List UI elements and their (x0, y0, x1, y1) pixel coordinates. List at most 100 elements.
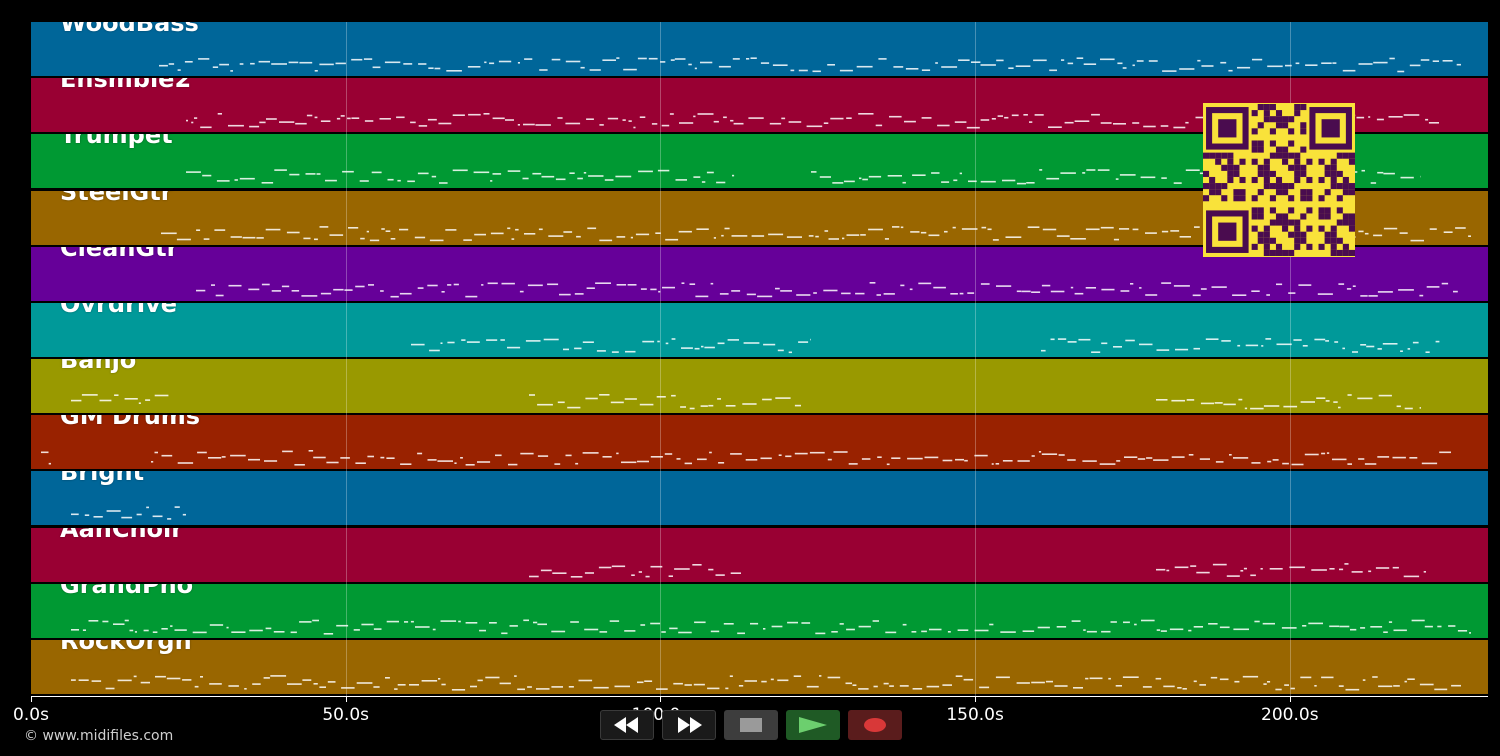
midi-note (580, 66, 585, 69)
midi-note (819, 674, 822, 677)
midi-note (1097, 169, 1110, 172)
record-button[interactable] (848, 710, 902, 740)
midi-note (1289, 566, 1305, 568)
midi-note (409, 683, 419, 686)
midi-note (1145, 293, 1158, 296)
midi-note (731, 289, 741, 292)
midi-note (1304, 453, 1319, 456)
midi-note (1275, 688, 1282, 691)
midi-note (958, 59, 970, 61)
midi-note (610, 401, 624, 404)
midi-note (1377, 172, 1384, 174)
midi-note (624, 398, 637, 400)
midi-note (256, 236, 264, 239)
midi-note (858, 625, 871, 628)
midi-note (1085, 228, 1100, 230)
midi-note (1211, 285, 1227, 288)
midi-note (658, 290, 661, 293)
midi-note (166, 677, 181, 680)
midi-note (1267, 460, 1272, 463)
midi-note (1091, 351, 1101, 353)
midi-note (889, 116, 902, 118)
midi-note (1145, 231, 1157, 234)
midi-note (1468, 234, 1471, 237)
midi-note (689, 407, 695, 410)
midi-note (1334, 341, 1339, 343)
track-aahchoir[interactable]: AahChoir (31, 527, 1488, 583)
midi-note (500, 339, 505, 341)
midi-note (823, 289, 838, 291)
midi-note (971, 61, 981, 63)
midi-note (1285, 64, 1292, 67)
fast-forward-button[interactable] (662, 710, 716, 740)
midi-note (599, 630, 608, 633)
midi-note (1136, 60, 1144, 62)
midi-note (1368, 116, 1371, 118)
midi-note (929, 628, 942, 630)
midi-note (671, 394, 676, 397)
midi-notes (529, 562, 1426, 578)
midi-note (397, 683, 406, 686)
midi-note (327, 680, 336, 683)
midi-note (873, 685, 878, 688)
midi-note (71, 399, 82, 402)
midi-note (768, 233, 784, 235)
midi-note (440, 342, 443, 344)
midi-note (723, 622, 734, 625)
midi-note (1293, 339, 1302, 341)
midi-note (1067, 62, 1074, 65)
midi-note (1160, 125, 1169, 127)
stop-button[interactable] (724, 710, 778, 740)
track-ovrdrive[interactable]: Ovrdrive (31, 302, 1488, 358)
midi-note (762, 398, 772, 401)
midi-note (743, 342, 760, 344)
track-label: WoodBass (60, 22, 199, 37)
qr-code-icon[interactable] (1203, 103, 1355, 257)
midi-note (82, 629, 86, 631)
midi-note (1383, 173, 1395, 175)
midi-note (1031, 681, 1045, 684)
track-bright[interactable]: Bright (31, 471, 1488, 527)
track-banjo[interactable]: Banjo (31, 359, 1488, 415)
midi-note (1100, 58, 1115, 61)
midi-note (1173, 126, 1186, 129)
midi-note (819, 176, 831, 179)
midi-notes (159, 57, 1461, 73)
midi-note (1050, 338, 1055, 340)
midi-note (1356, 116, 1365, 119)
midi-note (833, 451, 848, 453)
midi-note (1392, 456, 1406, 459)
midi-note (1108, 677, 1111, 680)
track-woodbass[interactable]: WoodBass (31, 22, 1488, 77)
midi-note (832, 182, 844, 185)
midi-note (396, 116, 405, 119)
track-grandpno[interactable]: GrandPno (31, 583, 1488, 639)
track-gm-drums[interactable]: GM Drums (31, 415, 1488, 471)
midi-note (730, 453, 742, 455)
midi-note (885, 631, 897, 633)
midi-note (593, 686, 609, 689)
midi-note (565, 454, 572, 457)
rewind-button[interactable] (600, 710, 654, 740)
midi-note (737, 632, 745, 634)
midi-note (877, 456, 882, 459)
midi-note (1342, 347, 1345, 350)
midi-note (399, 228, 409, 230)
play-button[interactable] (786, 710, 840, 740)
midi-note (1288, 291, 1296, 294)
midi-notes (71, 394, 1421, 410)
midi-note (152, 515, 163, 518)
midi-note (584, 571, 594, 574)
midi-note (718, 462, 725, 464)
midi-note (665, 238, 679, 240)
midi-note (1228, 69, 1233, 72)
fast-forward-icon (678, 717, 702, 733)
midi-note (1119, 174, 1136, 177)
midi-note (1425, 351, 1430, 353)
midi-note (846, 628, 855, 630)
midi-note (219, 63, 229, 66)
midi-note (387, 179, 394, 181)
midi-note (918, 282, 932, 284)
midi-note (681, 282, 685, 284)
track-rockorgn[interactable]: RockOrgn (31, 639, 1488, 695)
